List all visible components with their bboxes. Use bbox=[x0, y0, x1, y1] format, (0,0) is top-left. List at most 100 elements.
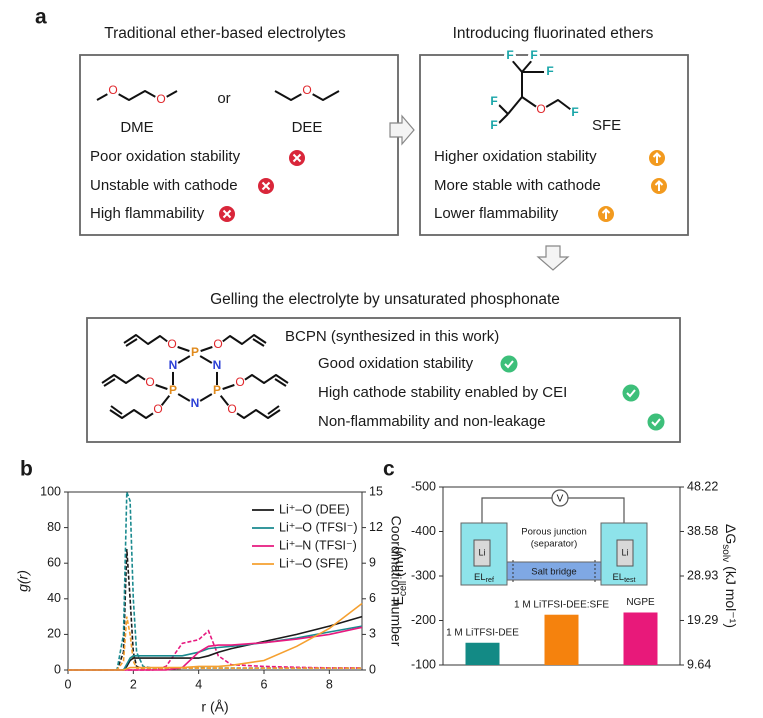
molecule-name: SFE bbox=[592, 117, 621, 134]
atom: O bbox=[213, 337, 222, 351]
plot-frame bbox=[67, 491, 363, 671]
y-tick-label: -200 bbox=[411, 613, 436, 627]
arrow bbox=[389, 114, 415, 146]
property: Poor oxidation stability bbox=[90, 148, 241, 165]
y-tick-label: -100 bbox=[411, 657, 436, 671]
panel-label: a bbox=[35, 6, 47, 29]
series-line bbox=[68, 629, 362, 671]
series-line bbox=[68, 615, 363, 671]
molecule-name: DME bbox=[120, 119, 153, 136]
legend-label: Li⁺–N (TFSI⁻) bbox=[279, 538, 357, 552]
bridge-label: Salt bridge bbox=[531, 567, 576, 578]
y2-tick-label: 3 bbox=[369, 627, 376, 641]
junction-label: Porous junction bbox=[521, 527, 586, 538]
electrode-label: Li bbox=[478, 547, 485, 557]
atom-bg bbox=[300, 84, 314, 98]
y-axis-label-sub: cell bbox=[398, 581, 409, 596]
y-axis-label-main: E bbox=[390, 596, 406, 605]
atom: O bbox=[156, 92, 165, 106]
bad-icon bbox=[219, 150, 305, 222]
bar bbox=[465, 642, 500, 665]
y-tick-label: 100 bbox=[40, 484, 61, 498]
x-tick-label: 6 bbox=[261, 677, 268, 691]
bar bbox=[544, 614, 579, 665]
series-line bbox=[68, 491, 362, 671]
atom: P bbox=[213, 383, 221, 397]
electrode bbox=[616, 539, 634, 567]
atom: P bbox=[191, 345, 199, 359]
property: More stable with cathode bbox=[434, 177, 601, 194]
panel-a: a Traditional ether-based electrolytes O… bbox=[35, 6, 689, 443]
legend-label: Li⁺–O (DEE) bbox=[279, 502, 350, 516]
y-axis-label-unit: (mV) bbox=[390, 547, 406, 577]
series-line bbox=[68, 625, 363, 671]
x-tick-label: 2 bbox=[130, 677, 137, 691]
y2-tick-label: 38.58 bbox=[687, 524, 718, 538]
y2-tick-label: 28.93 bbox=[687, 568, 718, 582]
y-tick-label: 20 bbox=[47, 627, 61, 641]
property: Higher oxidation stability bbox=[434, 148, 597, 165]
panel-label: c bbox=[383, 458, 395, 481]
atom: F bbox=[530, 48, 537, 62]
electrolyte-sub: test bbox=[624, 576, 635, 584]
atom: P bbox=[169, 383, 177, 397]
molecule-name: BCPN (synthesized in this work) bbox=[285, 328, 499, 345]
y-tick-label: 0 bbox=[54, 662, 61, 676]
bar bbox=[623, 612, 658, 665]
bar-label: 1 M LiTFSI-DEE:SFE bbox=[514, 599, 609, 610]
y2-tick-label: 6 bbox=[369, 591, 376, 605]
electrolyte-main: EL bbox=[612, 572, 624, 583]
atom: O bbox=[302, 83, 311, 97]
cell-schematic: V Li Li Porous junction(separator) Salt brid… bbox=[460, 489, 648, 586]
y2-axis-label-unit: (kJ mol⁻¹) bbox=[723, 566, 739, 628]
y2-tick-label: 12 bbox=[369, 520, 383, 534]
y-tick-label: 60 bbox=[47, 555, 61, 569]
atom-bg bbox=[144, 339, 246, 416]
box bbox=[86, 317, 681, 443]
x-axis-label: r (Å) bbox=[201, 699, 228, 715]
atom: O bbox=[108, 83, 117, 97]
y-tick-label: -500 bbox=[411, 479, 436, 493]
electrolyte-label: ELtest bbox=[612, 572, 635, 584]
y2-axis-label: Coordination number bbox=[388, 516, 404, 647]
y2-tick-label: 15 bbox=[369, 484, 383, 498]
electrolyte-sub: ref bbox=[486, 576, 494, 584]
atom: N bbox=[191, 396, 200, 410]
y-axis-label: g(r) bbox=[15, 570, 31, 592]
atom: F bbox=[490, 94, 497, 108]
electrode-label: Li bbox=[621, 547, 628, 557]
atom-bg bbox=[488, 50, 581, 132]
check-icon bbox=[500, 355, 665, 431]
y2-axis-label-main: ΔG bbox=[723, 524, 739, 544]
junction-label: (separator) bbox=[531, 539, 577, 550]
x-tick-label: 0 bbox=[65, 677, 72, 691]
property: Unstable with cathode bbox=[90, 177, 238, 194]
property: Non-flammability and non-leakage bbox=[318, 413, 546, 430]
y2-tick-label: 48.22 bbox=[687, 479, 718, 493]
y2-tick-label: 9 bbox=[369, 555, 376, 569]
series-line bbox=[68, 602, 363, 671]
atom: N bbox=[213, 358, 222, 372]
bar-label: NGPE bbox=[626, 597, 655, 608]
atom: F bbox=[506, 48, 513, 62]
atom: O bbox=[227, 402, 236, 416]
legend-label: Li⁺–O (SFE) bbox=[279, 556, 348, 570]
atom: F bbox=[490, 118, 497, 132]
box-title: Introducing fluorinated ethers bbox=[453, 25, 654, 42]
sfe-structure bbox=[495, 57, 575, 127]
y-tick-label: -400 bbox=[411, 524, 436, 538]
connector-text: or bbox=[217, 90, 230, 107]
y2-tick-label: 19.29 bbox=[687, 613, 718, 627]
voltmeter bbox=[551, 489, 569, 507]
atom: O bbox=[153, 402, 162, 416]
x-tick-label: 4 bbox=[195, 677, 202, 691]
box bbox=[419, 54, 689, 236]
atom: O bbox=[536, 102, 545, 116]
box bbox=[79, 54, 399, 236]
property: High cathode stability enabled by CEI bbox=[318, 384, 567, 401]
atom: F bbox=[571, 105, 578, 119]
series-line bbox=[68, 626, 363, 671]
y2-tick-label: 0 bbox=[369, 662, 376, 676]
